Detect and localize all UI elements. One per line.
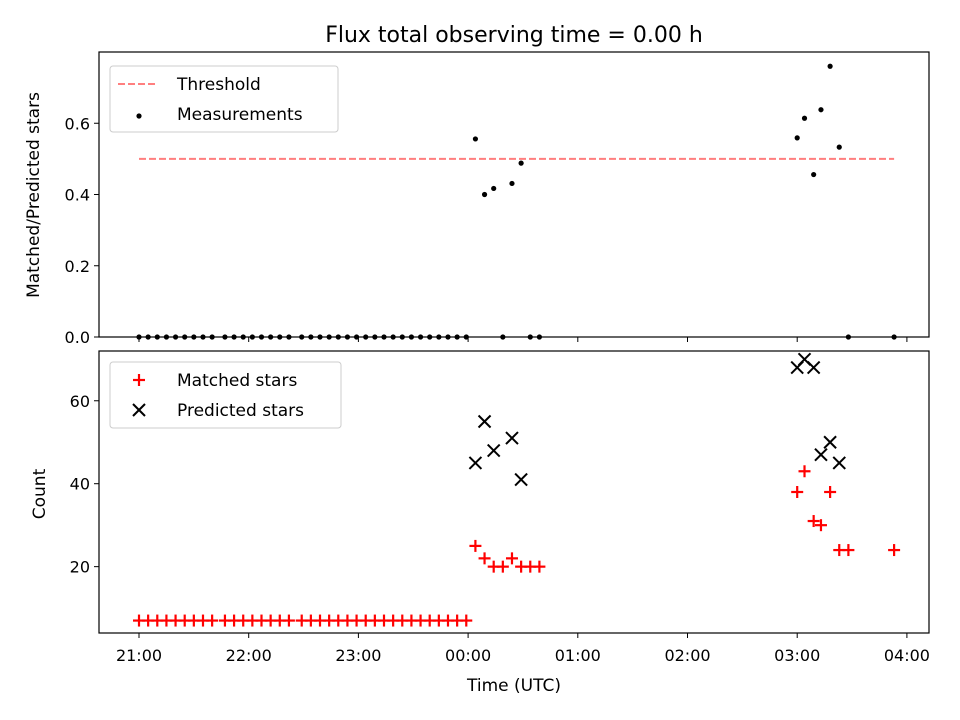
predicted-star-point (814, 447, 828, 462)
measurement-point (794, 135, 800, 141)
bottom-y-axis-label: Count (30, 468, 50, 519)
matched-star-point (533, 560, 546, 573)
predicted-star-point (514, 472, 528, 487)
measurement-point (811, 171, 817, 178)
y-tick-label: 0.0 (65, 328, 90, 347)
y-tick-label: 0.6 (65, 114, 90, 133)
measurements-legend-swatch (136, 113, 142, 119)
matched-star-point (814, 519, 827, 532)
x-tick-label: 02:00 (664, 646, 710, 665)
bottom-x-ticks: 21:00 22:00 23:00 00:00 01:00 02:00 03:00 04:00 (116, 633, 930, 665)
matched-star-point (888, 544, 901, 557)
measurement-point (491, 185, 497, 192)
bottom-axes-frame (98, 350, 930, 634)
measurement-point (836, 144, 842, 150)
matched-star-point (282, 614, 295, 627)
x-tick-label: 22:00 (226, 646, 272, 665)
bottom-legend-box (109, 361, 342, 429)
measurement-point (472, 136, 479, 142)
matched-star-point (791, 486, 804, 498)
matched-star-point (496, 560, 509, 573)
y-tick-label: 40 (70, 475, 90, 494)
matched-legend-label: Matched stars (177, 371, 297, 391)
matched-star-point (206, 614, 219, 627)
y-tick-label: 60 (70, 392, 90, 411)
top-panel: 0.0 0.2 0.4 0.6 Matched/Predicted stars Thr… (24, 51, 930, 347)
matched-star-point (478, 552, 491, 565)
predicted-star-point (806, 360, 821, 375)
matched-star-point (798, 465, 811, 478)
x-tick-label: 03:00 (774, 646, 820, 665)
top-y-ticks: 0.0 0.2 0.4 0.6 (65, 114, 99, 347)
bottom-y-ticks: 20 40 60 (70, 392, 99, 577)
measurement-point (818, 107, 824, 113)
measurement-point (509, 180, 515, 187)
measurements-legend-label: Measurements (177, 105, 303, 125)
matched-star-point (505, 552, 518, 565)
predicted-star-point (505, 431, 519, 445)
y-tick-label: 0.4 (65, 186, 90, 205)
predicted-star-point (486, 443, 501, 458)
bottom-panel: 20 40 60 21:00 22:00 23:00 00:00 01:00 02:00 03:… (30, 350, 930, 696)
x-tick-label: 01:00 (555, 646, 601, 665)
x-tick-label: 04:00 (884, 646, 930, 665)
y-tick-label: 0.2 (65, 257, 90, 276)
matched-star-point (824, 486, 837, 498)
top-legend: Threshold Measurements (109, 65, 339, 133)
matched-star-point (460, 614, 473, 627)
predicted-legend-label: Predicted stars (177, 401, 304, 421)
x-tick-label: 23:00 (335, 646, 381, 665)
y-tick-label: 20 (70, 558, 90, 577)
predicted-star-point (477, 414, 492, 429)
chart-title: Flux total observing time = 0.00 h (325, 23, 703, 48)
x-axis-label: Time (UTC) (466, 676, 561, 696)
bottom-legend: Matched stars Predicted stars (109, 361, 342, 429)
bottom-plot-marks (133, 352, 901, 627)
x-tick-label: 00:00 (445, 646, 491, 665)
threshold-legend-label: Threshold (176, 75, 261, 95)
top-y-axis-label: Matched/Predicted stars (24, 92, 44, 298)
matched-star-point (807, 515, 820, 528)
predicted-star-point (823, 435, 837, 449)
top-x-ticks (138, 337, 908, 342)
measurement-point (481, 191, 488, 198)
predicted-star-point (832, 456, 846, 470)
measurement-point (801, 115, 808, 121)
matched-legend-swatch (133, 374, 145, 386)
x-tick-label: 21:00 (116, 646, 162, 665)
measurement-point (827, 63, 833, 69)
predicted-star-point (468, 456, 483, 470)
measurement-point (518, 160, 524, 166)
top-legend-box (109, 65, 339, 133)
matched-star-point (842, 544, 855, 557)
matched-star-point (469, 539, 482, 552)
predicted-legend-swatch (132, 403, 146, 417)
